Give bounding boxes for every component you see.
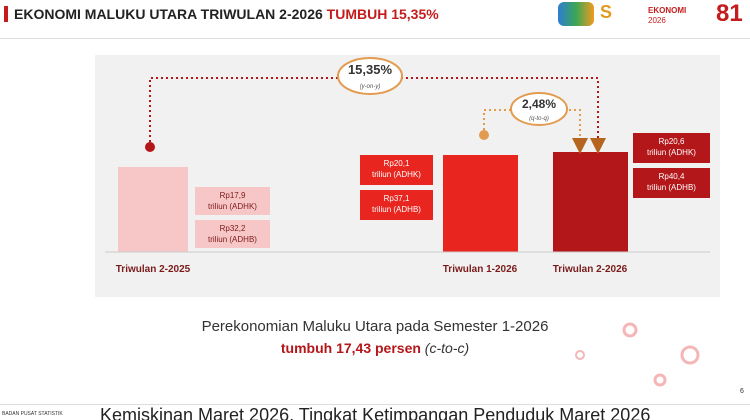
logo-se: S [600, 2, 613, 22]
bar [118, 167, 188, 252]
qtq-bubble [510, 92, 568, 126]
unit: triliun (ADHB) [372, 205, 421, 214]
decoration [575, 350, 585, 360]
unit: triliun (ADHB) [208, 235, 257, 244]
value: Rp37,1 [383, 194, 410, 203]
logo-text: EKONOMI [648, 6, 687, 15]
caption-highlight: tumbuh 17,43 persen [280, 340, 421, 356]
bar [553, 152, 628, 252]
qtq-dot [479, 130, 489, 140]
value-box: Rp32,2 triliun (ADHB) [195, 220, 270, 248]
title-text: EKONOMI MALUKU UTARA TRIWULAN 2-2026 [14, 6, 323, 22]
value-box: Rp20,1 triliun (ADHK) [360, 155, 433, 185]
value-box: Rp17,9 triliun (ADHK) [195, 187, 270, 215]
divider [0, 38, 750, 39]
footer: BADAN PUSAT STATISTIK Kemiskinan Maret 2… [0, 404, 750, 420]
yoy-label: (y-on-y) [360, 84, 381, 90]
value-box: Rp20,6 triliun (ADHK) [633, 133, 710, 163]
logo-year: 2026 [648, 16, 666, 25]
value: Rp20,1 [383, 159, 410, 168]
period-label: Triwulan 2-2025 [115, 264, 191, 275]
period-label: Triwulan 2-2026 [552, 264, 628, 275]
decoration [622, 322, 638, 338]
unit: triliun (ADHK) [647, 148, 696, 157]
decoration [653, 373, 667, 387]
yoy-connector [149, 77, 606, 154]
value: Rp32,2 [219, 224, 246, 233]
footer-agency: BADAN PUSAT STATISTIK [2, 411, 63, 417]
value-box: Rp40,4 triliun (ADHB) [633, 168, 710, 198]
title: EKONOMI MALUKU UTARA TRIWULAN 2-2026 TUM… [14, 6, 439, 22]
header: EKONOMI MALUKU UTARA TRIWULAN 2-2026 TUM… [0, 0, 750, 30]
value: Rp40,4 [658, 172, 685, 181]
decoration [680, 345, 700, 365]
caption-note: (c-to-c) [424, 340, 470, 356]
unit: triliun (ADHB) [647, 183, 696, 192]
unit: triliun (ADHK) [208, 202, 257, 211]
value: Rp17,9 [219, 191, 246, 200]
unit: triliun (ADHK) [372, 170, 421, 179]
footer-ticker: Kemiskinan Maret 2026, Tingkat Ketimpang… [100, 405, 651, 420]
yoy-bubble [337, 57, 403, 95]
logo-bps [558, 2, 594, 26]
title-highlight: TUMBUH 15,35% [326, 6, 439, 22]
value: Rp20,6 [658, 137, 685, 146]
bar [443, 155, 518, 252]
qtq-value: 2,48% [522, 97, 556, 111]
yoy-value: 15,35% [348, 62, 393, 77]
value-box: Rp37,1 triliun (ADHB) [360, 190, 433, 220]
caption-line1: Perekonomian Maluku Utara pada Semester … [201, 318, 549, 335]
yoy-dot [145, 142, 155, 152]
caption-line2: tumbuh 17,43 persen (c-to-c) [0, 340, 750, 356]
period-label: Triwulan 1-2026 [442, 264, 518, 275]
page-number: 6 [740, 388, 744, 395]
qtq-label: (q-to-q) [529, 116, 549, 122]
logo-81: 81 [716, 0, 743, 27]
accent [4, 6, 8, 22]
